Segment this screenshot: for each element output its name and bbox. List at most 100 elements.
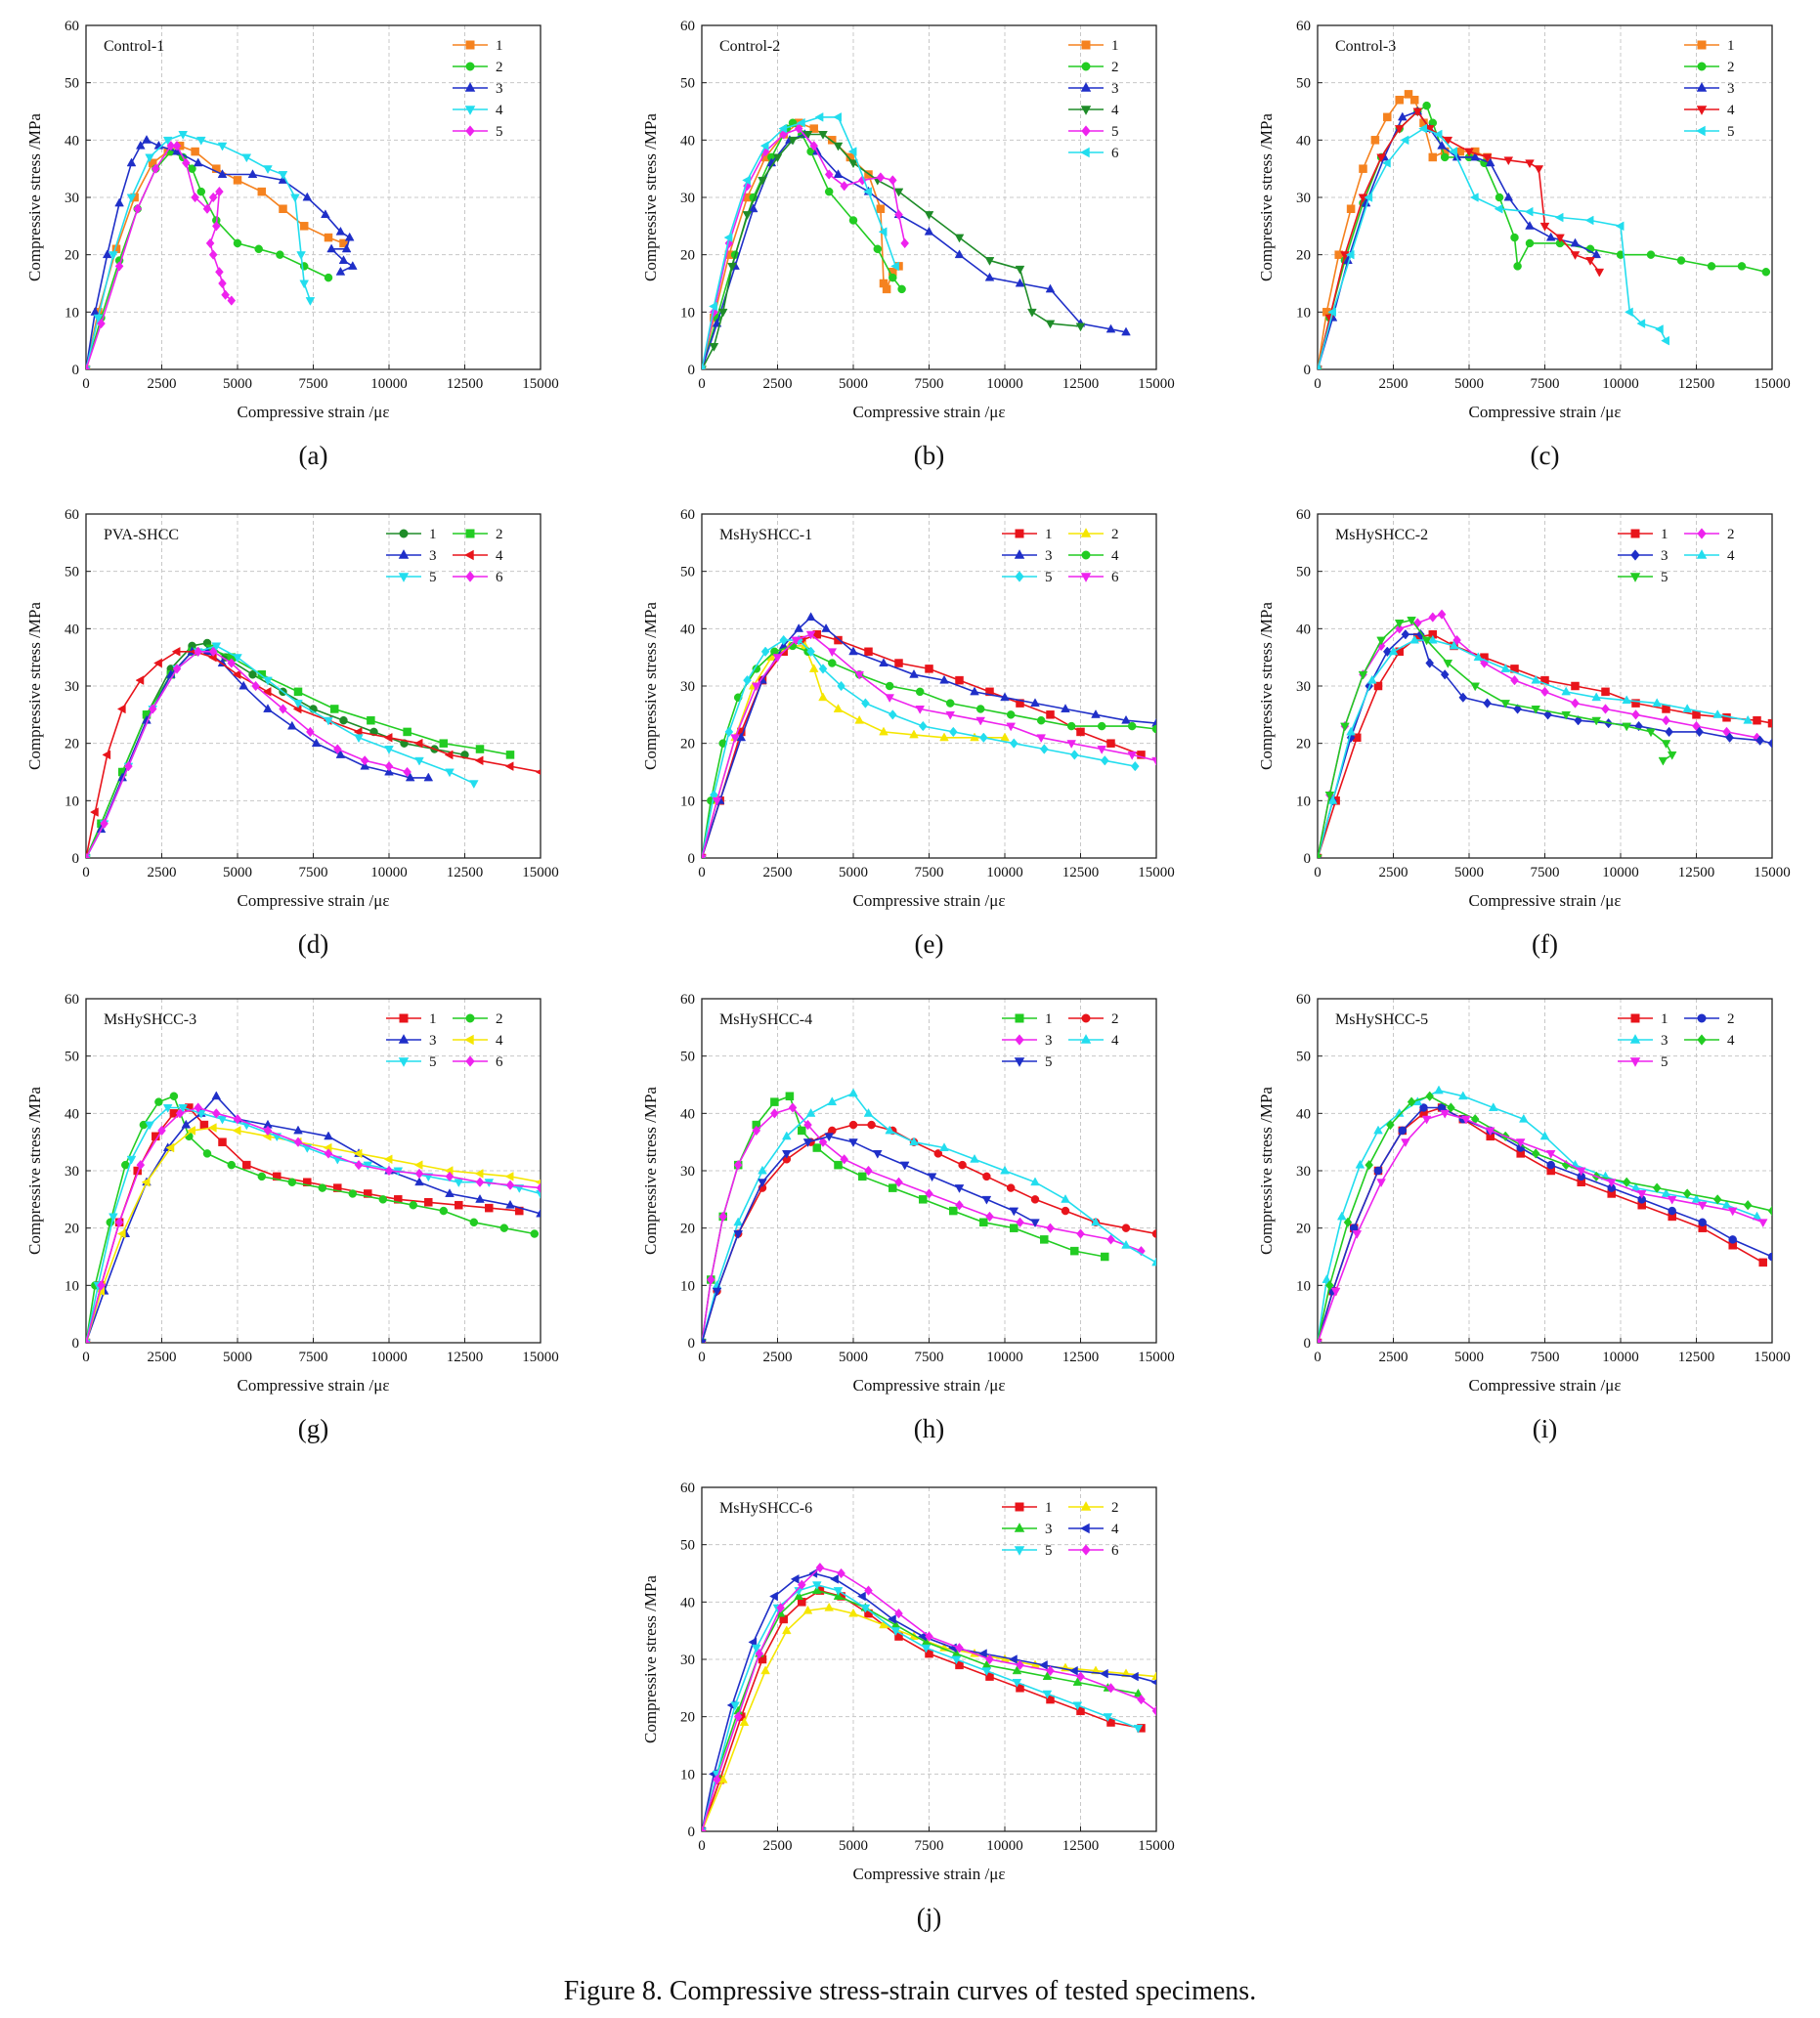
data-point	[867, 1120, 876, 1130]
x-tick-label: 15000	[522, 865, 559, 880]
y-tick-label: 60	[1296, 507, 1311, 523]
data-point	[1606, 1179, 1617, 1188]
data-point	[102, 750, 111, 760]
data-point	[1518, 1113, 1529, 1123]
legend-label: 1	[496, 38, 503, 54]
chart-panel-4: 0 2500 5000 7500 10000 12500 15000 0 10 20 30 40 50 6…	[25, 507, 559, 959]
x-tick-label: 2500	[763, 865, 793, 880]
data-point	[1046, 1665, 1055, 1676]
panel-label: (g)	[298, 1414, 328, 1443]
data-point	[1449, 147, 1457, 156]
data-point	[293, 1125, 303, 1135]
data-point	[335, 226, 346, 236]
data-point	[303, 1178, 312, 1186]
data-point	[718, 1211, 728, 1223]
legend-marker	[465, 125, 475, 137]
x-axis-label: Compressive strain /με	[237, 1376, 389, 1395]
data-point	[194, 1102, 203, 1113]
chart-title: Control-1	[104, 38, 164, 55]
legend-marker	[398, 1057, 410, 1067]
x-axis-label: Compressive strain /με	[852, 1865, 1005, 1883]
legend-marker	[1697, 40, 1707, 50]
data-point	[148, 704, 157, 714]
data-point	[1412, 618, 1422, 628]
data-point	[1355, 1159, 1365, 1169]
data-point	[1036, 715, 1046, 725]
data-point	[840, 1154, 849, 1165]
data-point	[900, 237, 910, 249]
series-4	[702, 1088, 1156, 1343]
data-point	[1500, 700, 1511, 708]
data-point	[760, 1665, 770, 1675]
chart-panel-10: 0 2500 5000 7500 10000 12500 15000 0 10 20 30 40 50 6…	[641, 1481, 1175, 1932]
data-point	[1473, 652, 1484, 662]
data-point	[536, 1190, 541, 1199]
x-tick-label: 0	[698, 865, 706, 880]
data-point	[1061, 1194, 1070, 1203]
data-point	[1503, 192, 1514, 201]
data-point	[951, 1655, 962, 1665]
data-point	[1045, 320, 1056, 329]
data-point	[1365, 1159, 1374, 1171]
data-point	[811, 1581, 822, 1591]
data-point	[469, 1218, 479, 1227]
x-tick-label: 7500	[299, 865, 328, 880]
y-tick-label: 0	[72, 363, 80, 378]
data-point	[114, 197, 124, 207]
x-tick-label: 12500	[447, 376, 484, 392]
x-tick-label: 12500	[1678, 865, 1715, 880]
x-axis-label: Compressive strain /με	[237, 403, 389, 421]
data-point	[1000, 1165, 1010, 1175]
data-point	[263, 676, 273, 686]
data-point	[263, 1125, 273, 1137]
data-point	[1416, 629, 1425, 640]
data-point	[248, 670, 257, 679]
data-point	[776, 1603, 785, 1613]
legend-marker	[1015, 1013, 1024, 1023]
data-point	[812, 1143, 822, 1152]
data-point	[296, 251, 306, 260]
data-point	[126, 157, 137, 167]
data-point	[217, 142, 228, 151]
data-point	[1601, 704, 1610, 714]
data-point	[1622, 695, 1632, 705]
data-point	[909, 1137, 919, 1146]
y-tick-label: 0	[72, 851, 80, 867]
data-point	[293, 700, 303, 708]
data-point	[1006, 710, 1016, 719]
data-point	[227, 658, 237, 668]
data-point	[1101, 1252, 1109, 1262]
legend-marker	[1080, 82, 1092, 92]
legend-label: 2	[1727, 527, 1735, 542]
data-point	[1691, 1194, 1702, 1203]
data-point	[1400, 135, 1409, 146]
data-point	[348, 1189, 358, 1198]
data-point	[195, 136, 206, 146]
data-point	[833, 169, 844, 178]
legend-label: 1	[1111, 38, 1119, 54]
data-point	[824, 1602, 835, 1611]
y-tick-label: 60	[1296, 19, 1311, 34]
legend-marker	[465, 40, 475, 50]
x-tick-label: 15000	[1138, 1350, 1175, 1365]
data-point	[1652, 1182, 1662, 1193]
y-tick-label: 10	[680, 1767, 695, 1782]
data-point	[499, 1224, 509, 1232]
data-point	[341, 243, 352, 253]
data-point	[1076, 727, 1085, 737]
legend-item: 3	[1684, 81, 1735, 97]
legend-item: 5	[1002, 1054, 1053, 1070]
data-point	[882, 284, 891, 294]
legend-label: 3	[429, 1033, 437, 1049]
data-point	[879, 726, 888, 736]
legend-item: 2	[1068, 60, 1119, 75]
x-tick-label: 5000	[839, 865, 868, 880]
chart-panel-1: 0 2500 5000 7500 10000 12500 15000 0 10 20 30 40 50 6…	[25, 19, 559, 470]
x-tick-label: 15000	[1138, 1838, 1175, 1854]
data-point	[837, 1567, 845, 1579]
y-axis-label: Compressive stress /MPa	[1257, 113, 1276, 281]
data-point	[116, 1228, 126, 1239]
data-point	[1761, 268, 1771, 277]
y-tick-label: 20	[65, 737, 79, 752]
x-tick-label: 12500	[447, 865, 484, 880]
